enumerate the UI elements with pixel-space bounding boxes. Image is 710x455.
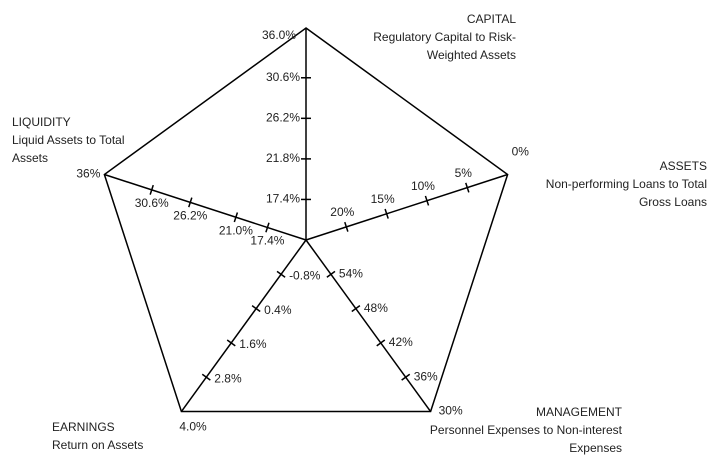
tick-mark — [326, 270, 336, 278]
axis-name: MANAGEMENT — [536, 405, 623, 419]
axis-name: CAPITAL — [467, 12, 516, 26]
tick-label: 36% — [414, 369, 438, 383]
tick-mark — [226, 339, 236, 347]
tick-label: 42% — [389, 335, 413, 349]
tick-label: 21.0% — [219, 223, 253, 237]
tick-label: 20% — [330, 205, 354, 219]
tick-mark — [201, 373, 211, 381]
tick-label: 5% — [455, 166, 473, 180]
tick-label: 15% — [371, 192, 395, 206]
tick-label: 26.2% — [173, 209, 207, 223]
tick-label: 36.0% — [262, 28, 296, 42]
tick-mark — [376, 339, 386, 347]
axis-name: EARNINGS — [52, 420, 115, 434]
tick-label: 4.0% — [179, 420, 207, 434]
tick-mark — [265, 222, 270, 233]
axis-line — [305, 239, 432, 412]
tick-label: 10% — [411, 179, 435, 193]
axis-description: Expenses — [569, 441, 622, 455]
tick-label: 0.4% — [264, 303, 292, 317]
tick-label: 26.2% — [266, 111, 300, 125]
tick-label: 30.6% — [266, 70, 300, 84]
tick-mark — [401, 373, 411, 381]
tick-mark — [276, 270, 286, 278]
tick-label: 48% — [364, 301, 388, 315]
tick-mark — [384, 208, 389, 219]
tick-mark — [424, 195, 430, 206]
tick-label: 30% — [439, 404, 463, 418]
tick-label: 21.8% — [266, 151, 300, 165]
tick-label: -0.8% — [289, 268, 321, 282]
tick-label: 17.4% — [250, 234, 284, 248]
axis-description: Weighted Assets — [427, 48, 516, 62]
tick-mark — [188, 197, 193, 208]
axis-name: ASSETS — [660, 159, 707, 173]
axis-name: LIQUIDITY — [12, 115, 71, 129]
axis-description: Liquid Assets to Total — [12, 133, 125, 147]
axis-line — [305, 173, 508, 241]
tick-label: 30.6% — [135, 196, 169, 210]
tick-mark — [149, 184, 154, 195]
tick-label: 36% — [76, 167, 100, 181]
tick-mark — [351, 305, 361, 313]
axis-description: Return on Assets — [52, 438, 143, 452]
tick-mark — [465, 182, 470, 193]
axis-description: Assets — [12, 151, 48, 165]
tick-label: 54% — [339, 266, 363, 280]
tick-mark — [233, 212, 239, 223]
axis-description: Personnel Expenses to Non-interest — [430, 423, 623, 437]
axis-line — [104, 173, 307, 241]
axis-description: Gross Loans — [639, 195, 707, 209]
tick-label: 17.4% — [266, 192, 300, 206]
axis-description: Regulatory Capital to Risk- — [373, 30, 516, 44]
tick-mark — [344, 221, 349, 232]
radar-frame — [103, 27, 509, 413]
tick-label: 2.8% — [214, 371, 242, 385]
tick-label: 1.6% — [239, 337, 267, 351]
tick-label: 0% — [512, 145, 530, 159]
axis-description: Non-performing Loans to Total — [546, 177, 707, 191]
tick-mark — [251, 305, 261, 313]
axis-line — [180, 239, 307, 412]
